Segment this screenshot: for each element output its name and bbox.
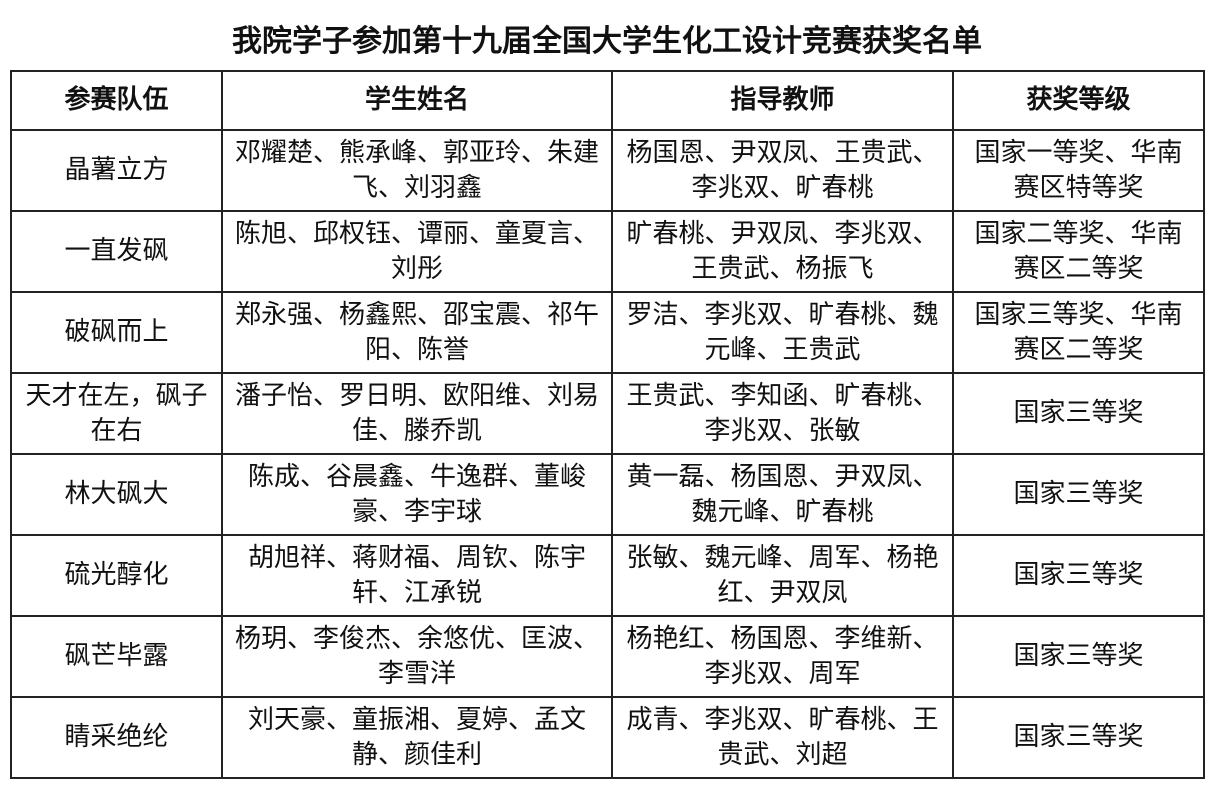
teachers-cell: 成青、李兆双、旷春桃、王贵武、刘超 [611,696,954,779]
table-row: 砜芒毕露 杨玥、李俊杰、余悠优、匡波、李雪洋 杨艳红、杨国恩、李维新、李兆双、周军国… [10,615,1205,698]
award-cell: 国家三等奖 [952,534,1205,617]
team-cell: 砜芒毕露 [10,615,223,698]
students-cell: 陈成、谷晨鑫、牛逸群、董峻豪、李宇球 [221,453,613,536]
award-cell: 国家三等奖 [952,372,1205,455]
teachers-cell: 罗洁、李兆双、旷春桃、魏元峰、王贵武 [611,291,954,374]
award-cell: 国家三等奖 [952,453,1205,536]
table-row: 破砜而上 郑永强、杨鑫熙、邵宝震、祁午阳、陈誉 罗洁、李兆双、旷春桃、魏元峰、王贵武… [10,291,1205,374]
teachers-cell: 张敏、魏元峰、周军、杨艳红、尹双凤 [611,534,954,617]
teachers-cell: 王贵武、李知函、旷春桃、李兆双、张敏 [611,372,954,455]
team-cell: 破砜而上 [10,291,223,374]
students-cell: 陈旭、邱权钰、谭丽、童夏言、刘彤 [221,210,613,293]
students-cell: 郑永强、杨鑫熙、邵宝震、祁午阳、陈誉 [221,291,613,374]
table-row: 晶薯立方 邓耀楚、熊承峰、郭亚玲、朱建飞、刘羽鑫 杨国恩、尹双凤、王贵武、李兆双、旷… [10,129,1205,212]
document-title: 我院学子参加第十九届全国大学生化工设计竞赛获奖名单 [232,24,982,59]
header-award: 获奖等级 [952,70,1205,131]
header-team: 参赛队伍 [10,70,223,131]
teachers-cell: 杨国恩、尹双凤、王贵武、李兆双、旷春桃 [611,129,954,212]
students-cell: 刘天豪、童振湘、夏婷、孟文静、颜佳利 [221,696,613,779]
header-students: 学生姓名 [221,70,613,131]
team-cell: 晶薯立方 [10,129,223,212]
header-teachers: 指导教师 [611,70,954,131]
award-cell: 国家三等奖 [952,696,1205,779]
table-row: 睛采绝纶 刘天豪、童振湘、夏婷、孟文静、颜佳利 成青、李兆双、旷春桃、王贵武、刘超国… [10,696,1205,779]
award-table: 参赛队伍 学生姓名 指导教师 获奖等级 晶薯立方 邓耀楚、熊承峰、郭亚玲、朱建飞、… [10,70,1205,779]
award-cell: 国家三等奖 [952,615,1205,698]
table-row: 林大砜大 陈成、谷晨鑫、牛逸群、董峻豪、李宇球 黄一磊、杨国恩、尹双凤、魏元峰、旷春… [10,453,1205,536]
students-cell: 杨玥、李俊杰、余悠优、匡波、李雪洋 [221,615,613,698]
team-cell: 睛采绝纶 [10,696,223,779]
students-cell: 邓耀楚、熊承峰、郭亚玲、朱建飞、刘羽鑫 [221,129,613,212]
award-cell: 国家二等奖、华南赛区二等奖 [952,210,1205,293]
teachers-cell: 杨艳红、杨国恩、李维新、李兆双、周军 [611,615,954,698]
table-row: 一直发砜 陈旭、邱权钰、谭丽、童夏言、刘彤 旷春桃、尹双凤、李兆双、王贵武、杨振飞国… [10,210,1205,293]
team-cell: 林大砜大 [10,453,223,536]
students-cell: 胡旭祥、蒋财福、周钦、陈宇轩、江承锐 [221,534,613,617]
award-cell: 国家一等奖、华南赛区特等奖 [952,129,1205,212]
award-cell: 国家三等奖、华南赛区二等奖 [952,291,1205,374]
students-cell: 潘子怡、罗日明、欧阳维、刘易佳、滕乔凯 [221,372,613,455]
team-cell: 一直发砜 [10,210,223,293]
teachers-cell: 黄一磊、杨国恩、尹双凤、魏元峰、旷春桃 [611,453,954,536]
teachers-cell: 旷春桃、尹双凤、李兆双、王贵武、杨振飞 [611,210,954,293]
table-row: 天才在左，砜子在右 潘子怡、罗日明、欧阳维、刘易佳、滕乔凯 王贵武、李知函、旷春桃、… [10,372,1205,455]
team-cell: 天才在左，砜子在右 [10,372,223,455]
table-row: 硫光醇化 胡旭祥、蒋财福、周钦、陈宇轩、江承锐 张敏、魏元峰、周军、杨艳红、尹双凤国… [10,534,1205,617]
header-row: 参赛队伍 学生姓名 指导教师 获奖等级 [10,70,1205,131]
team-cell: 硫光醇化 [10,534,223,617]
